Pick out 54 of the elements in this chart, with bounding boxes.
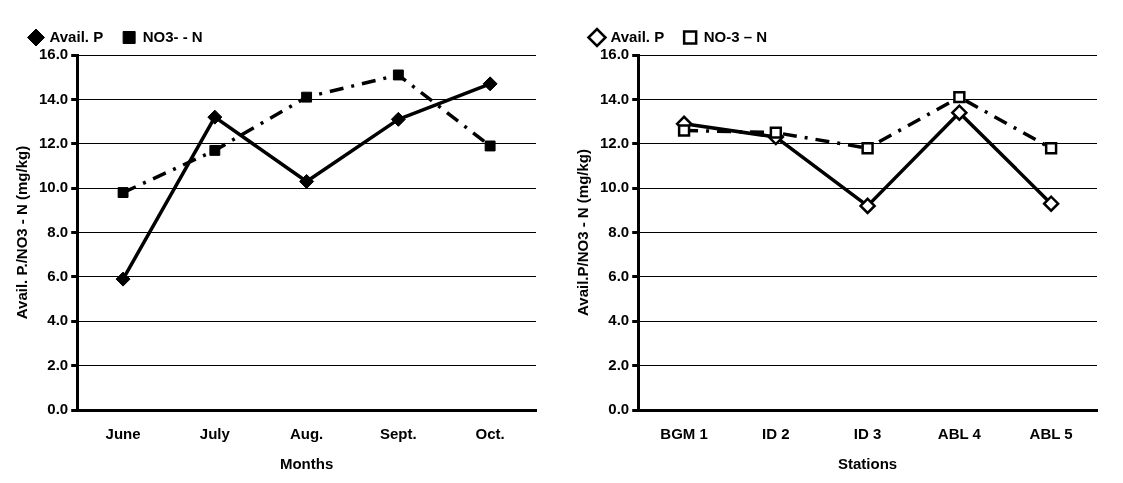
y-axis-title: Avail.P/NO3 - N (mg/kg) — [574, 149, 592, 316]
y-axis-title: Avail. P./NO3 - N (mg/kg) — [13, 145, 31, 320]
x-tick-label: BGM 1 — [660, 425, 708, 443]
point — [769, 126, 783, 139]
point — [299, 173, 315, 189]
y-tick-label: 0.0 — [47, 400, 69, 418]
point — [1042, 195, 1060, 212]
x-axis-title: Stations — [838, 455, 898, 473]
legend-label: Avail. P — [610, 27, 665, 45]
point — [484, 140, 496, 152]
y-tick-label: 8.0 — [47, 222, 69, 240]
point — [859, 197, 876, 215]
point — [301, 91, 313, 103]
point — [861, 141, 874, 155]
y-tick-label: 4.0 — [47, 311, 69, 329]
point — [390, 111, 406, 127]
y-tick-label: 4.0 — [608, 311, 630, 329]
y-tick-label: 16.0 — [38, 45, 69, 63]
x-tick-label: ABL 5 — [1029, 425, 1073, 443]
y-tick-label: 10.0 — [599, 178, 630, 196]
legend-label: Avail. P — [49, 27, 104, 45]
point — [1044, 141, 1058, 155]
y-tick-label: 2.0 — [608, 355, 630, 373]
y-tick-label: 10.0 — [38, 178, 69, 196]
y-tick-label: 14.0 — [599, 89, 630, 107]
x-axis-title: Months — [279, 455, 334, 473]
x-tick-label: ID 3 — [853, 425, 882, 443]
point — [677, 124, 691, 137]
point — [392, 69, 404, 81]
legend-label: NO3- - N — [142, 27, 203, 45]
y-tick-label: 12.0 — [599, 133, 630, 151]
point — [207, 109, 223, 125]
y-tick-label: 0.0 — [608, 400, 630, 418]
point — [117, 187, 129, 199]
y-tick-label: 14.0 — [38, 89, 69, 107]
y-tick-label: 16.0 — [599, 45, 630, 63]
legend-label: NO-3 – N — [703, 27, 767, 45]
y-tick-label: 6.0 — [608, 267, 630, 285]
point — [951, 104, 968, 121]
y-tick-label: 12.0 — [38, 133, 69, 151]
point — [115, 271, 131, 287]
x-tick-label: Aug. — [289, 425, 324, 443]
x-tick-label: Sept. — [380, 425, 417, 443]
y-tick-label: 2.0 — [47, 355, 69, 373]
point — [482, 76, 498, 92]
x-tick-label: ABL 4 — [937, 425, 982, 443]
point — [953, 90, 966, 104]
point — [209, 144, 221, 156]
x-tick-label: July — [199, 425, 231, 443]
x-tick-label: Oct. — [475, 425, 505, 443]
x-tick-label: ID 2 — [762, 425, 790, 443]
y-tick-label: 8.0 — [608, 222, 630, 240]
y-tick-label: 6.0 — [47, 267, 69, 285]
x-tick-label: June — [105, 425, 141, 443]
